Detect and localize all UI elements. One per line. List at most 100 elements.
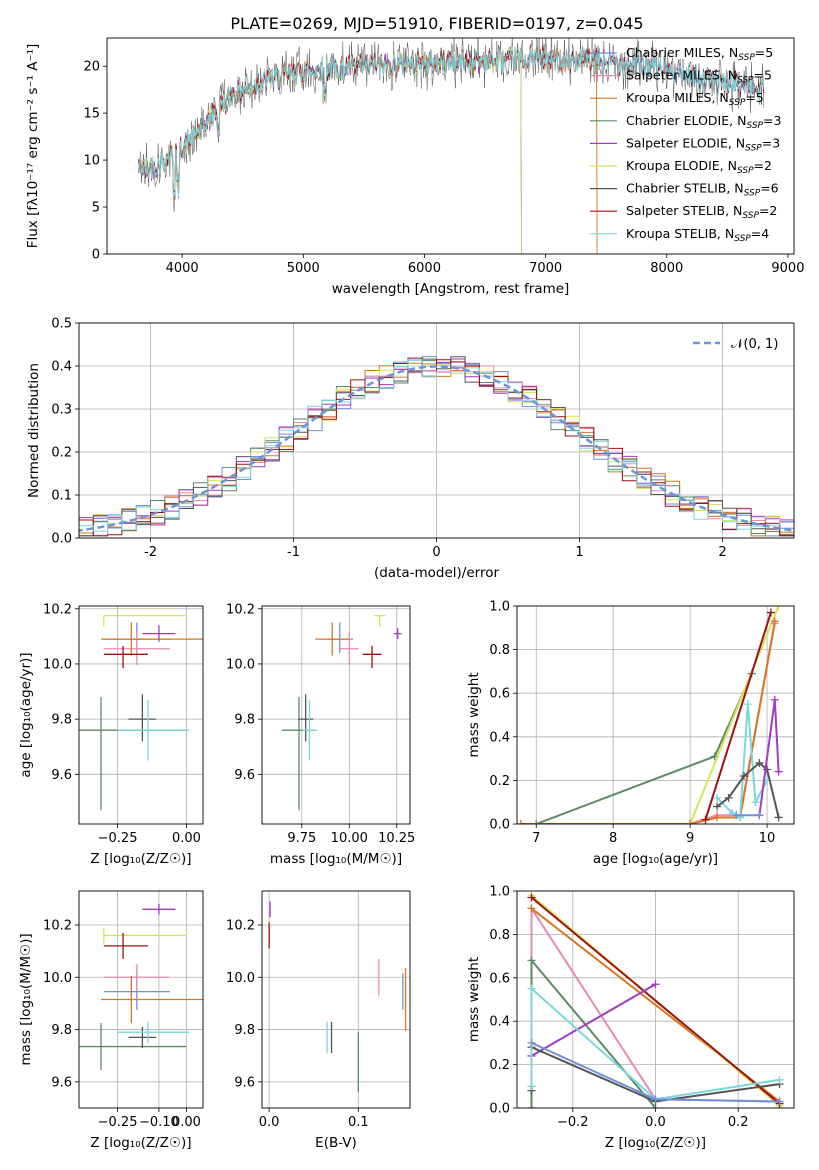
panel-age_vs_mass: 9.75 10.00 10.25 9.6 9.8 10.0 10.2 mass [log₁₀(… — [226, 602, 415, 867]
massweight-marker — [527, 1104, 536, 1108]
errorbar-point — [301, 699, 318, 761]
axes-frame — [78, 322, 795, 539]
y-tick-label: 5 — [92, 201, 100, 216]
x-tick-label: 10.25 — [378, 831, 415, 846]
x-tick-label: 0.2 — [728, 1115, 749, 1130]
errorbar-point — [393, 628, 402, 640]
x-tick-label: -1 — [287, 545, 300, 560]
y-tick-label: 15 — [83, 107, 100, 122]
x-tick-label: 6000 — [408, 261, 441, 276]
x-tick-label: −0.2 — [557, 1115, 589, 1130]
x-tick-label: 1 — [575, 545, 583, 560]
legend-label-main: Kroupa STELIB, N — [626, 226, 734, 241]
x-axis-label: Z [log₁₀(Z/Z☉)] — [90, 1135, 191, 1151]
legend-label: Salpeter ELODIE, NSSP=3 — [626, 135, 780, 153]
x-tick-label: 9.75 — [287, 831, 316, 846]
legend-label-main: Chabrier MILES, N — [626, 45, 738, 60]
errorbar-point — [339, 632, 359, 666]
y-tick-label: 0.4 — [489, 1015, 510, 1030]
legend-label-tail: =5 — [745, 90, 763, 105]
y-tick-label: 0 — [92, 248, 100, 263]
legend-label: Salpeter MILES, NSSP=5 — [626, 68, 772, 86]
ticks: -2 -1 0 1 2 0.0 0.1 0.2 0.3 0.4 0.5 — [51, 317, 726, 561]
y-tick-label: 0.2 — [51, 446, 72, 461]
errorbar-point — [362, 646, 382, 669]
x-tick-label: 0.0 — [259, 1115, 280, 1130]
legend-label-sub: SSP — [742, 211, 759, 221]
legend-label: Kroupa STELIB, NSSP=4 — [626, 226, 769, 244]
y-tick-label: 0.1 — [51, 489, 72, 504]
legend-label-tail: =5 — [755, 45, 773, 60]
y-tick-label: 10.0 — [226, 971, 255, 986]
legend-label-main: Salpeter ELODIE, N — [626, 135, 745, 150]
y-axis-label: Normed distribution — [26, 363, 42, 498]
legend-label-tail: =3 — [763, 113, 781, 128]
x-axis-label: age [log₁₀(age/yr)] — [593, 851, 718, 867]
plot-area — [79, 904, 203, 1071]
massweight-marker — [651, 1095, 660, 1104]
massweight-marker — [766, 608, 775, 617]
y-tick-label: 0.6 — [489, 687, 510, 702]
ticks: −0.25 −0.100.00 9.6 9.8 10.0 10.2 — [43, 918, 201, 1130]
ticks: 0.0 0.1 9.6 9.8 10.0 10.2 — [226, 918, 369, 1130]
legend-label: Kroupa MILES, NSSP=5 — [626, 90, 764, 108]
spectrum-line — [138, 45, 598, 254]
y-axis-label: age [log₁₀(age/yr)] — [18, 652, 34, 777]
axes-frame — [261, 605, 411, 825]
x-tick-label: 7000 — [529, 261, 562, 276]
x-tick-label: 9 — [686, 831, 694, 846]
x-tick-label: −0.10 — [139, 1115, 179, 1130]
x-tick-label: 8 — [609, 831, 617, 846]
axes-frame — [106, 37, 795, 255]
legend-label-sub: SSP — [729, 98, 746, 108]
axes-frame — [78, 890, 204, 1109]
y-tick-label: 0.4 — [489, 730, 510, 745]
x-axis-label: (data-model)/error — [374, 565, 500, 581]
legend-label: Kroupa ELODIE, NSSP=2 — [626, 158, 772, 176]
axes-frame — [516, 605, 795, 825]
plot-area — [281, 615, 402, 811]
legend-label-main: Kroupa MILES, N — [626, 90, 729, 105]
massweight-marker — [755, 758, 764, 767]
errorbar-point — [373, 615, 386, 627]
legend-label: 𝒩(0, 1) — [731, 337, 778, 352]
plot-area — [79, 356, 794, 538]
x-axis-label: E(B-V) — [315, 1135, 357, 1151]
y-tick-label: 9.6 — [234, 1075, 255, 1090]
y-axis-label: mass [log₁₀(M/M☉)] — [18, 933, 34, 1065]
x-tick-label: 5000 — [287, 261, 320, 276]
y-tick-label: 0.0 — [51, 532, 72, 547]
x-axis-label: mass [log₁₀(M/M☉)] — [270, 851, 402, 867]
massweight-marker — [770, 695, 779, 704]
massweight-marker — [774, 813, 783, 822]
x-tick-label: 8000 — [650, 261, 683, 276]
massweight-marker — [775, 1075, 784, 1084]
x-tick-label: 0.00 — [172, 831, 201, 846]
massweight-line — [530, 896, 781, 1105]
massweight-marker — [527, 984, 536, 993]
errorbar-point — [117, 1021, 190, 1043]
errorbar-point — [103, 932, 148, 959]
massweight-marker — [527, 1038, 536, 1047]
x-tick-label: 4000 — [166, 261, 199, 276]
y-tick-label: 0.4 — [51, 360, 72, 375]
errorbar-point — [128, 694, 157, 742]
legend-label-main: Kroupa ELODIE, N — [626, 158, 737, 173]
massweight-line — [704, 612, 772, 820]
axes-frame — [78, 605, 204, 825]
y-tick-label: 9.8 — [234, 1023, 255, 1038]
legend-label-sub: SSP — [737, 76, 754, 86]
massweight-line — [716, 704, 768, 820]
massweight-line — [716, 761, 780, 818]
axes-frame — [516, 890, 795, 1109]
massweight-marker — [651, 980, 660, 989]
massweight-marker — [724, 793, 733, 802]
y-tick-label: 10.2 — [43, 918, 72, 933]
x-tick-label: 0.00 — [172, 1115, 201, 1130]
normal-curve — [79, 365, 794, 532]
massweight-marker — [732, 811, 741, 820]
grid — [262, 606, 410, 824]
spectrum-line — [138, 46, 598, 254]
grid — [517, 605, 794, 825]
plot-area — [79, 615, 203, 811]
